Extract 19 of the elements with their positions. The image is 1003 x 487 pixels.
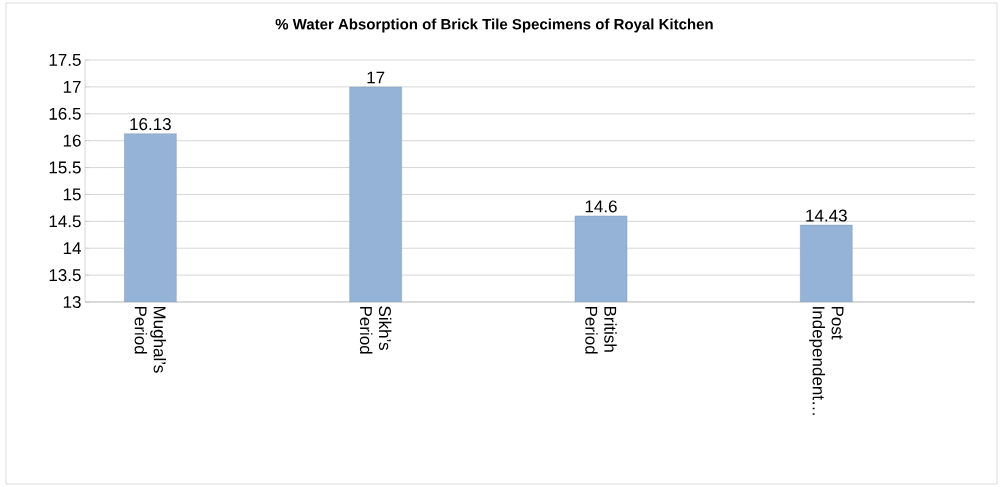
y-tick-label: 13 <box>63 295 81 309</box>
data-label: 14.43 <box>806 209 847 222</box>
y-tick-label: 17.5 <box>49 54 81 66</box>
data-label: 17 <box>367 71 385 84</box>
chart-title: % Water Absorption of Brick Tile Specimens of Royal Kitchen <box>275 18 713 33</box>
y-tick-label: 15 <box>63 188 81 201</box>
y-tick-label: 14 <box>63 242 81 255</box>
y-tick-label: 16 <box>63 134 81 147</box>
y-tick-label: 16.5 <box>49 107 81 120</box>
y-tick-label: 13.5 <box>49 269 81 282</box>
data-label: 14.6 <box>585 200 617 213</box>
x-tick-label: Mughal’s Period <box>134 306 167 373</box>
x-tick-label: Post Independent… <box>809 306 844 415</box>
data-label: 16.13 <box>130 118 171 131</box>
y-tick-label: 17 <box>63 81 81 93</box>
y-tick-label: 14.5 <box>49 215 81 228</box>
y-tick-label: 15.5 <box>49 161 81 174</box>
x-tick-label: British Period <box>585 306 617 354</box>
x-tick-label: Sikh’s Period <box>359 306 392 354</box>
